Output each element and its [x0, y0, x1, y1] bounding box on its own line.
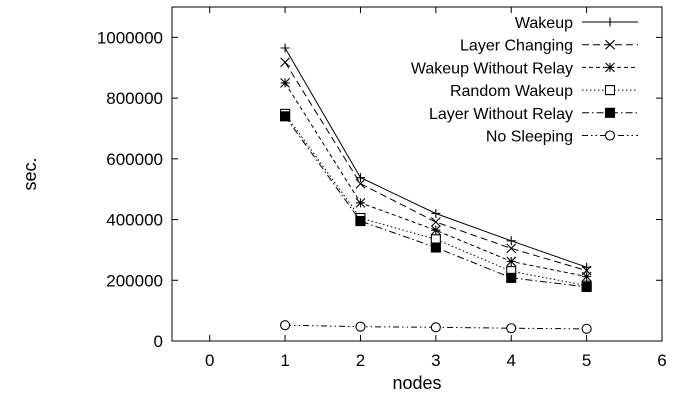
marker-filled-square — [604, 107, 616, 118]
y-tick-label: 600000 — [106, 150, 163, 169]
x-tick-label: 3 — [431, 351, 440, 370]
x-tick-label: 5 — [582, 351, 591, 370]
x-tick-label: 0 — [205, 351, 214, 370]
legend-label: No Sleeping — [486, 129, 573, 146]
y-tick-label: 1000000 — [97, 28, 163, 47]
marker-plus — [506, 236, 516, 246]
open-square-marker — [604, 85, 616, 96]
series-5 — [280, 320, 592, 334]
marker-open-circle — [355, 321, 366, 332]
cross-marker — [605, 39, 615, 50]
marker-open-circle — [430, 322, 441, 333]
open-circle-marker — [280, 320, 291, 331]
cross-marker — [280, 57, 290, 68]
marker-filled-square — [506, 272, 517, 283]
plot-frame — [171, 6, 663, 342]
marker-cross — [280, 57, 290, 68]
cross-marker — [430, 217, 441, 227]
legend-label: Random Wakeup — [450, 83, 573, 100]
star-marker — [605, 62, 615, 73]
filled-square-marker — [581, 281, 592, 293]
star-marker — [430, 225, 441, 236]
series-0 — [280, 43, 592, 272]
marker-open-circle — [581, 323, 592, 334]
legend-item: Random Wakeup — [450, 83, 638, 100]
legend-item: Wakeup — [515, 15, 638, 32]
marker-plus — [280, 43, 290, 53]
cross-marker — [355, 178, 366, 189]
star-marker — [581, 271, 592, 282]
marker-filled-square — [430, 242, 441, 253]
marker-star — [581, 271, 592, 282]
marker-open-circle — [604, 130, 616, 141]
cross-marker — [506, 243, 517, 254]
legend-item: Layer Changing — [460, 38, 638, 55]
marker-star — [430, 225, 441, 236]
marker-plus — [355, 173, 365, 183]
data-series — [280, 43, 592, 334]
star-marker — [506, 256, 517, 267]
plus-marker — [605, 17, 615, 27]
marker-open-square — [604, 85, 616, 96]
series-line — [284, 62, 587, 272]
x-tick-label: 6 — [657, 351, 666, 370]
legend-label: Wakeup Without Relay — [411, 60, 573, 77]
open-circle-marker — [355, 321, 366, 332]
x-axis-label: nodes — [392, 373, 441, 393]
legend-item: Wakeup Without Relay — [411, 60, 638, 77]
y-tick-label: 200000 — [106, 271, 163, 290]
legend-item: Layer Without Relay — [429, 106, 638, 123]
legend-label: Layer Changing — [460, 38, 573, 55]
open-circle-marker — [430, 322, 441, 333]
series-line — [285, 324, 587, 330]
marker-star — [355, 197, 366, 208]
marker-star — [280, 78, 290, 88]
marker-star — [506, 256, 517, 267]
filled-square-marker — [355, 216, 366, 227]
marker-plus — [605, 17, 615, 27]
filled-square-marker — [604, 107, 616, 118]
open-circle-marker — [581, 323, 592, 334]
marker-open-circle — [280, 320, 291, 331]
marker-star — [605, 62, 615, 73]
legend-item: No Sleeping — [486, 129, 638, 146]
series-4 — [280, 111, 592, 293]
marker-cross — [506, 243, 517, 254]
marker-cross — [355, 178, 366, 189]
x-tick-label: 1 — [280, 351, 289, 370]
marker-plus — [431, 208, 441, 218]
marker-filled-square — [581, 281, 592, 293]
legend: Wakeup Layer Changing Wakeup Without Relay… — [411, 15, 638, 146]
filled-square-marker — [506, 272, 517, 283]
axis-ticks: 0 1 2 3 4 5 6 0 200000 400000 600000 800000 1000000 — [97, 7, 667, 370]
y-tick-label: 400000 — [106, 211, 163, 230]
open-circle-marker — [604, 130, 616, 141]
marker-filled-square — [355, 216, 366, 227]
star-marker — [355, 197, 366, 208]
marker-filled-square — [280, 111, 291, 122]
y-axis-label: sec. — [20, 157, 40, 190]
series-line — [284, 82, 587, 278]
filled-square-marker — [280, 111, 291, 122]
plus-marker — [280, 43, 290, 53]
series-2 — [280, 78, 592, 282]
open-circle-marker — [506, 323, 517, 334]
plus-marker — [431, 208, 441, 218]
x-tick-label: 4 — [506, 351, 515, 370]
legend-label: Layer Without Relay — [429, 106, 573, 123]
star-marker — [280, 78, 290, 88]
plus-marker — [355, 173, 365, 183]
legend-label: Wakeup — [515, 15, 573, 32]
y-tick-label: 800000 — [106, 89, 163, 108]
marker-cross — [605, 39, 615, 50]
marker-cross — [430, 217, 441, 227]
filled-square-marker — [430, 242, 441, 253]
x-tick-label: 2 — [356, 351, 365, 370]
marker-open-circle — [506, 323, 517, 334]
plus-marker — [506, 236, 516, 246]
y-tick-label: 0 — [154, 332, 163, 351]
